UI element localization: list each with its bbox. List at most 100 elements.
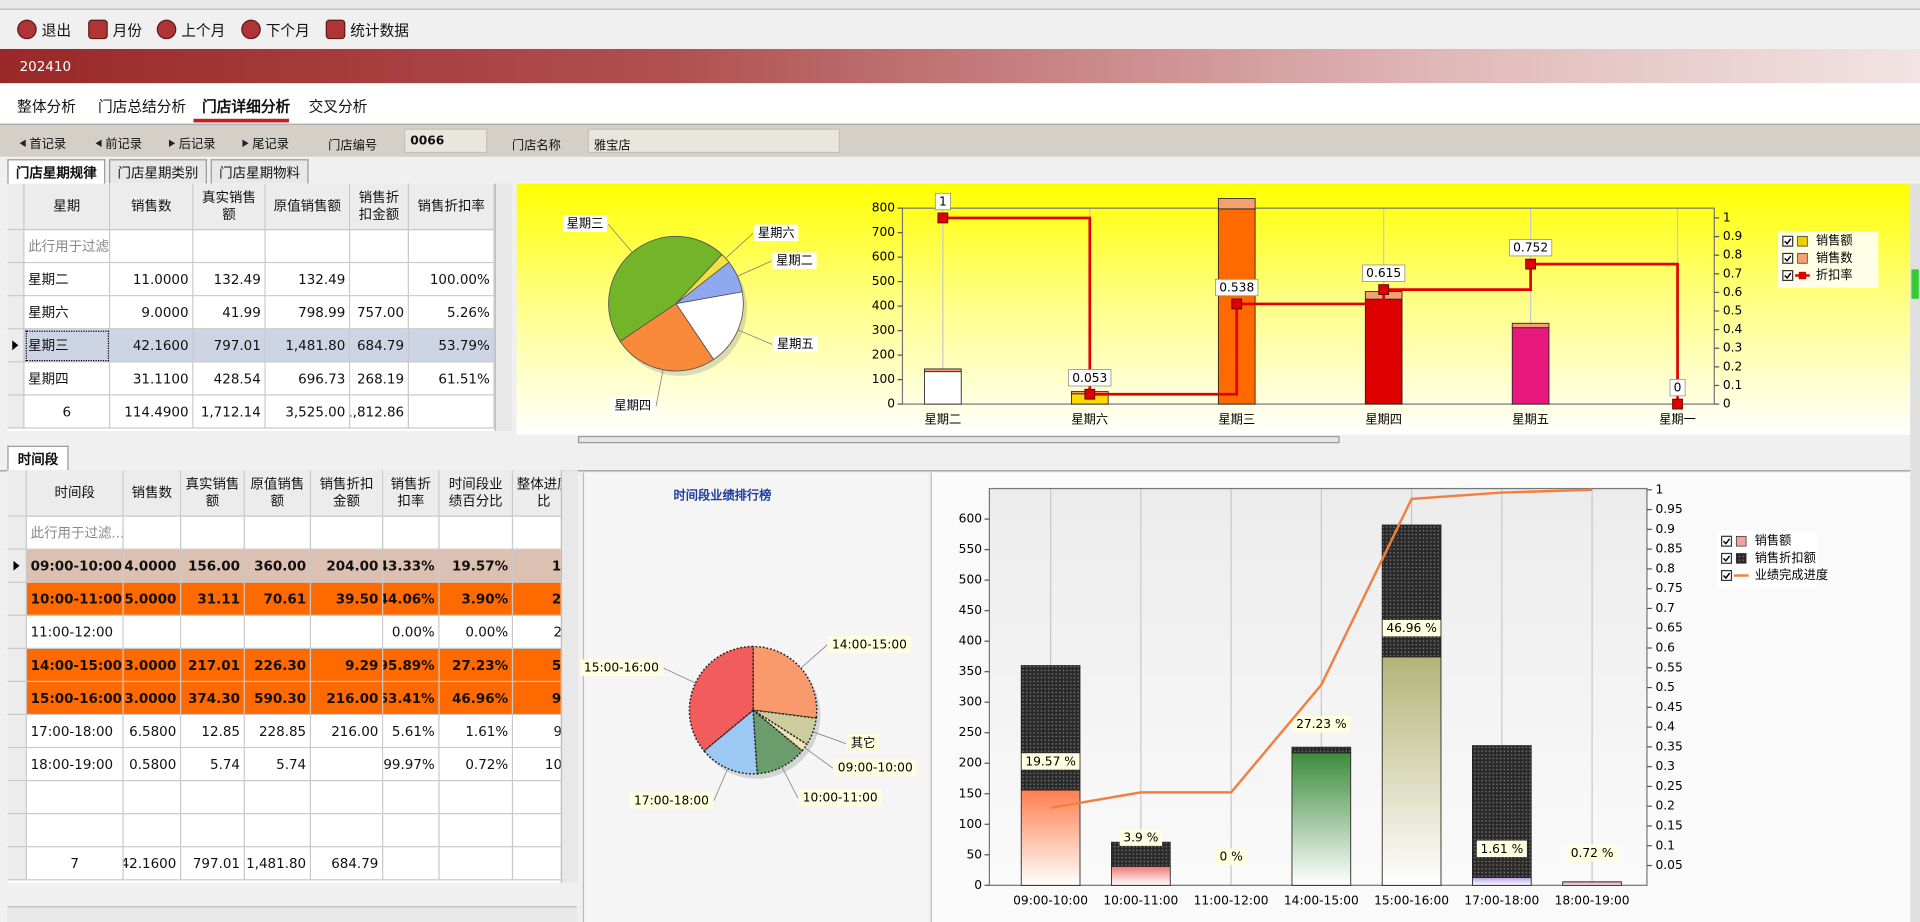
tab[interactable]: 门店详细分析	[202, 97, 291, 116]
legend-swatch	[1797, 253, 1808, 264]
store-no-field[interactable]: 0066	[404, 128, 488, 154]
label-box	[1021, 753, 1080, 770]
toolbar-button[interactable]: 退出	[17, 16, 71, 43]
sub-tab[interactable]: 门店星期物料	[210, 159, 309, 184]
table-cell: 0.00%	[383, 615, 440, 649]
sub-tab[interactable]: 门店星期规律	[7, 159, 106, 184]
toolbar-icon	[17, 19, 37, 40]
label-box	[1068, 369, 1112, 387]
row-indicator	[7, 648, 27, 683]
table-scrollbar[interactable]	[560, 470, 578, 883]
period-label: 202410	[19, 58, 72, 75]
record-button[interactable]: 首记录	[19, 133, 66, 152]
label-box	[1509, 239, 1553, 257]
record-button[interactable]: 前记录	[95, 133, 142, 152]
x-tick-label: 星期二	[924, 413, 961, 427]
bar-segment	[924, 368, 962, 373]
column-header: 销售数	[123, 470, 182, 517]
section-tab[interactable]: 时间段	[7, 445, 69, 471]
x-tick-label: 星期六	[1071, 413, 1108, 427]
toolbar-icon	[241, 19, 261, 40]
y-tick-label: 250	[959, 725, 982, 739]
label-box	[1567, 844, 1618, 862]
leader-line	[812, 731, 847, 744]
legend-check	[1784, 238, 1792, 245]
progress-line	[1050, 488, 1593, 809]
table-scrollbar[interactable]	[494, 183, 512, 432]
store-name-field[interactable]: 雅宝店	[587, 128, 841, 154]
splitter[interactable]	[577, 435, 1340, 444]
tab[interactable]: 门店总结分析	[97, 97, 187, 116]
window-scrollbar[interactable]	[1910, 183, 1920, 922]
table-cell	[311, 748, 384, 782]
legend-checkbox[interactable]	[1721, 535, 1733, 547]
table-cell: 797.01	[193, 329, 266, 363]
row-indicator	[7, 263, 25, 297]
filter-cell	[265, 230, 351, 264]
table-cell: 360.00	[244, 549, 312, 583]
table-cell: 6.5800	[123, 715, 182, 749]
row-pointer	[12, 340, 19, 351]
tab[interactable]: 整体分析	[17, 97, 76, 116]
footer-cell	[408, 395, 495, 429]
column-header: 销售折扣率	[408, 183, 495, 231]
table-cell: 0.72%	[439, 748, 514, 782]
tab[interactable]: 交叉分析	[308, 97, 368, 116]
leader-line	[655, 369, 664, 407]
x-tick-label: 17:00-18:00	[1464, 894, 1539, 908]
filter-cell	[513, 517, 561, 550]
toolbar-button[interactable]: 上个月	[156, 16, 225, 43]
y2-tick-label: 0.45	[1656, 700, 1683, 714]
y2-tick-label: 0.75	[1656, 581, 1683, 595]
table-cell	[244, 814, 312, 848]
column-header: 销售数	[110, 183, 194, 231]
table-cell: 99	[513, 715, 561, 749]
legend-checkbox[interactable]	[1782, 252, 1794, 264]
legend-checkbox[interactable]	[1721, 552, 1733, 564]
label-box	[847, 733, 879, 752]
record-button[interactable]: 尾记录	[242, 133, 289, 152]
legend-check	[1722, 555, 1731, 562]
pie-label: 15:00-16:00	[584, 661, 659, 675]
label-box	[1362, 264, 1406, 282]
table-cell	[26, 814, 124, 848]
table-cell: 204.00	[311, 549, 384, 583]
scroll-thumb[interactable]	[1911, 269, 1919, 299]
table-cell: 23	[513, 582, 561, 616]
record-button[interactable]: 后记录	[168, 133, 216, 152]
x-tick-label: 09:00-10:00	[1013, 894, 1088, 908]
toolbar-icon	[156, 19, 177, 40]
leader-line	[737, 260, 772, 277]
h-scrollbar[interactable]	[7, 906, 577, 922]
toolbar-label: 统计数据	[350, 21, 409, 39]
label-box	[1669, 379, 1686, 397]
y2-tick-label: 0.65	[1656, 621, 1683, 635]
table-cell: 11.0000	[110, 263, 194, 297]
y-tick-label: 150	[959, 786, 982, 800]
toolbar-button[interactable]: 下个月	[241, 16, 310, 43]
table-cell: 132.49	[265, 263, 351, 297]
legend-swatch	[1735, 535, 1747, 547]
pie-slice	[702, 708, 758, 775]
legend-checkbox[interactable]	[1721, 570, 1733, 582]
table-cell: 13.0000	[123, 682, 182, 716]
plot-frame	[901, 207, 1715, 405]
pie-label: 星期四	[614, 399, 651, 413]
table-cell: 156.00	[181, 549, 245, 583]
filter-cell: 此行用于过滤...	[26, 516, 124, 550]
y2-tick-label: 0.15	[1656, 818, 1683, 832]
row-indicator	[7, 615, 27, 649]
data-table: 时间段销售数真实销售额原值销售额销售折扣金额销售折扣率时间段业绩百分比整体进度比…	[7, 470, 561, 883]
y-tick-label: 500	[959, 573, 982, 587]
bar-segment	[1381, 656, 1442, 886]
table-cell: 216.00	[311, 682, 384, 716]
leader-line	[800, 644, 828, 669]
legend-checkbox[interactable]	[1782, 270, 1794, 282]
record-icon	[242, 138, 249, 147]
toolbar-button[interactable]: 统计数据	[325, 16, 409, 43]
legend-checkbox[interactable]	[1782, 235, 1794, 247]
y-tick-label: 800	[872, 201, 895, 215]
sub-tab[interactable]: 门店星期类别	[108, 159, 207, 184]
toolbar-button[interactable]: 月份	[88, 16, 142, 43]
leader-line	[725, 233, 754, 259]
